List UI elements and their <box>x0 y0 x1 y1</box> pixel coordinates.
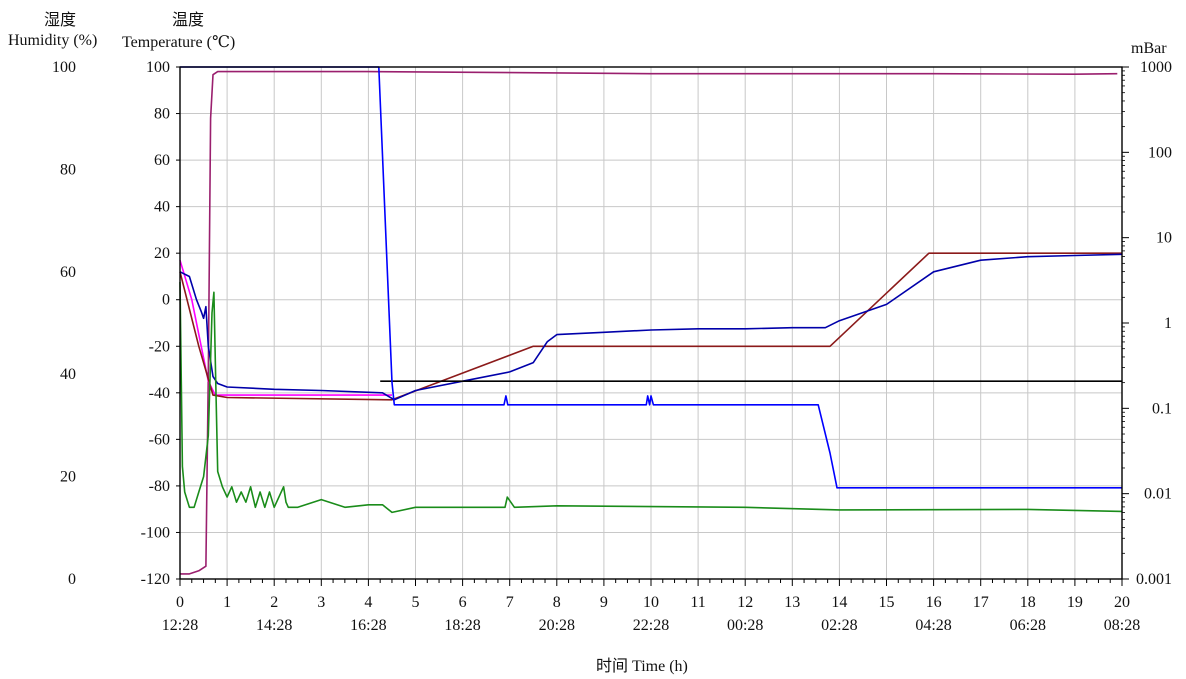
pressure-tick-label: 0.01 <box>1144 486 1172 503</box>
temperature-tick-label: 80 <box>154 106 170 123</box>
x-clock-label: 06:28 <box>1010 617 1046 634</box>
x-clock-label: 08:28 <box>1104 617 1140 634</box>
pressure-tick-label: 100 <box>1148 144 1172 161</box>
humidity-tick-label: 40 <box>60 366 76 383</box>
x-tick-label: 3 <box>317 594 325 611</box>
x-clock-label: 12:28 <box>162 617 198 634</box>
humidity-tick-label: 80 <box>60 161 76 178</box>
temperature-tick-label: -60 <box>149 431 170 448</box>
humidity-axis: 0 20 40 60 80 100 <box>52 59 76 588</box>
pressure-tick-label: 1000 <box>1140 59 1172 76</box>
x-tick-label: 12 <box>737 594 753 611</box>
humidity-tick-label: 60 <box>60 264 76 281</box>
x-tick-label: 17 <box>973 594 989 611</box>
x-tick-label: 8 <box>553 594 561 611</box>
x-tick-label: 20 <box>1114 594 1130 611</box>
humidity-tick-label: 100 <box>52 59 76 76</box>
x-tick-label: 6 <box>459 594 467 611</box>
x-clock-label: 22:28 <box>633 617 669 634</box>
series-line-3 <box>179 253 1123 401</box>
pressure-tick-label: 0.1 <box>1152 400 1172 417</box>
temperature-tick-label: 20 <box>154 245 170 262</box>
x-tick-label: 4 <box>364 594 372 611</box>
x-clock-label: 16:28 <box>350 617 386 634</box>
temperature-tick-label: -120 <box>141 571 170 588</box>
grid <box>179 66 1123 580</box>
x-tick-label: 16 <box>926 594 942 611</box>
humidity-tick-label: 0 <box>68 571 76 588</box>
x-tick-label: 9 <box>600 594 608 611</box>
pressure-tick-label: 1 <box>1164 315 1172 332</box>
temperature-tick-label: 60 <box>154 152 170 169</box>
humidity-tick-label: 20 <box>60 469 76 486</box>
pressure-axis-title: mBar <box>1131 40 1167 57</box>
temperature-tick-label: 100 <box>146 59 170 76</box>
x-clock-label: 00:28 <box>727 617 763 634</box>
pressure-tick-label: 10 <box>1156 230 1172 247</box>
x-tick-label: 11 <box>690 594 705 611</box>
temperature-axis-title: Temperature (℃) <box>122 34 236 51</box>
temperature-tick-label: -40 <box>149 385 170 402</box>
x-tick-label: 5 <box>412 594 420 611</box>
x-tick-label: 14 <box>831 594 847 611</box>
x-tick-label: 7 <box>506 594 514 611</box>
x-tick-label: 0 <box>176 594 184 611</box>
x-tick-label: 18 <box>1020 594 1036 611</box>
temperature-axis: -120 -100 -80 -60 -40 -20 0 20 40 60 80 100 <box>141 59 180 588</box>
temperature-tick-label: 0 <box>162 292 170 309</box>
temperature-tick-label: -100 <box>141 524 170 541</box>
series-layer <box>179 66 1123 575</box>
x-tick-label: 1 <box>223 594 231 611</box>
temperature-tick-label: 40 <box>154 199 170 216</box>
x-tick-label: 10 <box>643 594 659 611</box>
series-line-2 <box>179 252 1122 401</box>
x-tick-label: 13 <box>784 594 800 611</box>
series-line-6 <box>179 281 1123 514</box>
humidity-axis-title-cn: 湿度 <box>44 12 77 29</box>
x-clock-label: 20:28 <box>539 617 575 634</box>
x-tick-label: 2 <box>270 594 278 611</box>
x-clock-label: 02:28 <box>821 617 857 634</box>
x-clock-label: 04:28 <box>915 617 951 634</box>
humidity-axis-title: Humidity (%) <box>8 32 98 49</box>
x-tick-label: 19 <box>1067 594 1083 611</box>
temperature-axis-title-cn: 温度 <box>172 12 205 29</box>
series-line-0 <box>180 70 1118 575</box>
x-clock-label: 14:28 <box>256 617 292 634</box>
temperature-tick-label: -20 <box>149 338 170 355</box>
x-axis-title: 时间 Time (h) <box>596 658 688 675</box>
temperature-tick-label: -80 <box>149 478 170 495</box>
series-line-5 <box>180 66 1122 489</box>
x-clock-label: 18:28 <box>444 617 480 634</box>
x-tick-label: 15 <box>879 594 895 611</box>
pressure-tick-label: 0.001 <box>1136 571 1172 588</box>
pressure-axis: 0.001 0.01 0.1 1 10 100 1000 <box>1122 59 1172 588</box>
